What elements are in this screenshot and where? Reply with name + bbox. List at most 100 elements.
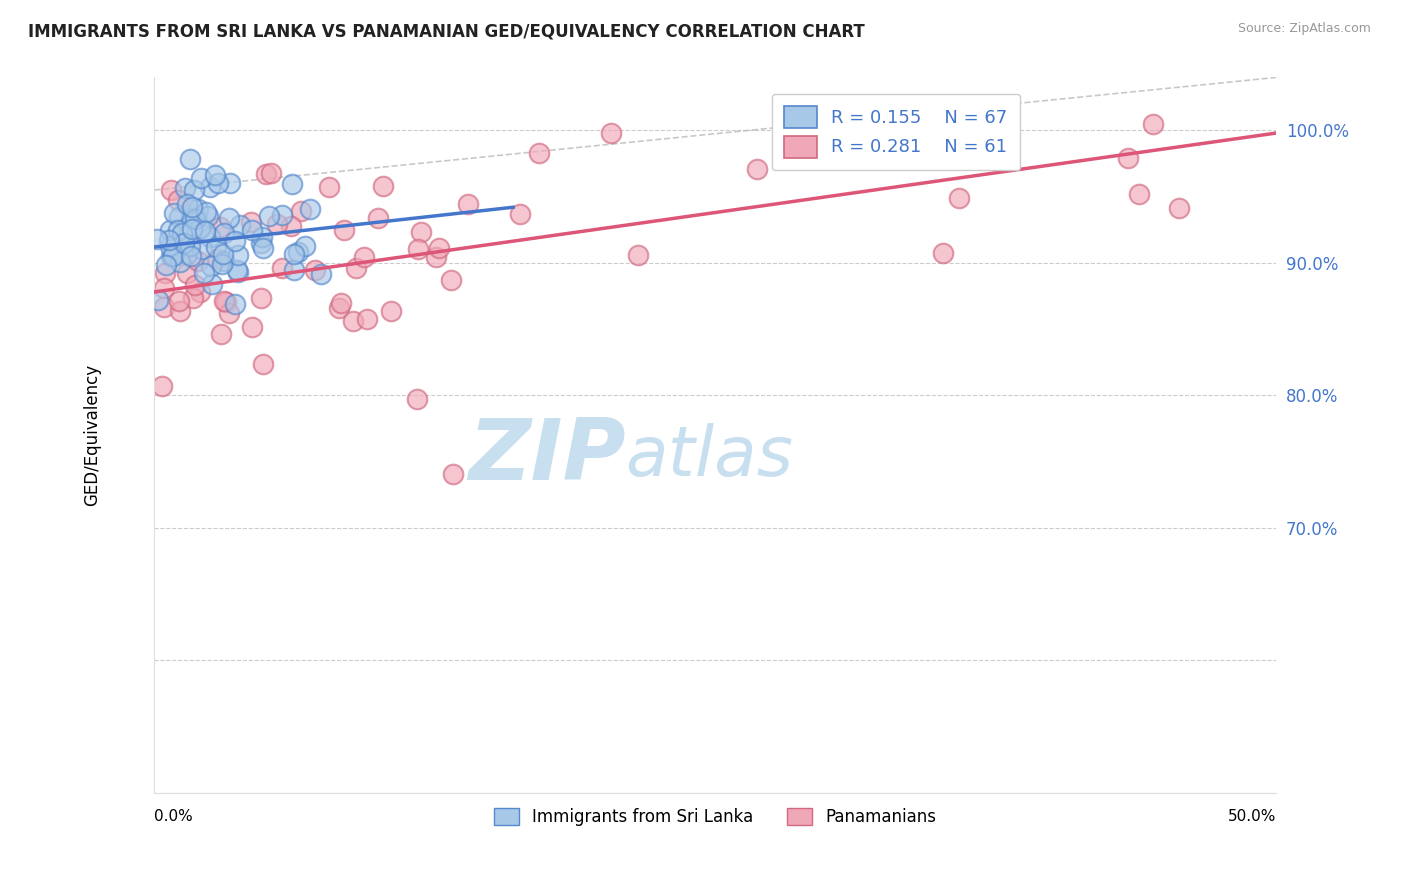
Point bbox=[167, 293, 190, 308]
Point bbox=[406, 242, 429, 256]
Point bbox=[176, 266, 198, 280]
Point bbox=[1168, 201, 1191, 215]
Point bbox=[425, 251, 447, 265]
Point bbox=[146, 293, 169, 307]
Point bbox=[173, 181, 195, 195]
Point bbox=[283, 247, 305, 261]
Point bbox=[201, 277, 224, 292]
Text: 50.0%: 50.0% bbox=[1227, 808, 1277, 823]
Point bbox=[353, 250, 375, 264]
Point bbox=[181, 291, 204, 305]
Point bbox=[173, 235, 195, 250]
Point bbox=[1142, 117, 1164, 131]
Point bbox=[219, 176, 242, 190]
Point bbox=[240, 320, 263, 334]
Point bbox=[181, 200, 204, 214]
Point bbox=[529, 145, 551, 160]
Point bbox=[180, 211, 202, 225]
Point bbox=[260, 166, 283, 180]
Point bbox=[294, 239, 316, 253]
Point bbox=[187, 254, 209, 268]
Point bbox=[183, 183, 205, 197]
Point bbox=[271, 208, 294, 222]
Point bbox=[152, 301, 174, 315]
Point bbox=[179, 153, 201, 167]
Point bbox=[159, 183, 181, 197]
Point bbox=[309, 267, 332, 281]
Point bbox=[159, 238, 181, 252]
Point bbox=[342, 314, 364, 328]
Point bbox=[176, 247, 198, 261]
Point bbox=[252, 357, 274, 371]
Point bbox=[318, 179, 340, 194]
Point bbox=[371, 179, 394, 194]
Text: 0.0%: 0.0% bbox=[155, 808, 193, 823]
Point bbox=[224, 297, 246, 311]
Point bbox=[250, 230, 273, 244]
Point bbox=[200, 229, 222, 244]
Point bbox=[304, 263, 326, 277]
Point bbox=[333, 222, 356, 236]
Point bbox=[150, 379, 173, 393]
Point bbox=[157, 234, 180, 248]
Point bbox=[280, 219, 302, 233]
Point bbox=[146, 232, 169, 246]
Point bbox=[167, 194, 190, 208]
Point bbox=[209, 327, 232, 342]
Point bbox=[155, 258, 177, 272]
Point bbox=[406, 392, 429, 406]
Point bbox=[1118, 151, 1140, 165]
Point bbox=[627, 248, 650, 262]
Point bbox=[162, 248, 184, 262]
Point bbox=[181, 222, 204, 236]
Point bbox=[208, 219, 231, 234]
Point bbox=[329, 295, 352, 310]
Point bbox=[250, 291, 273, 305]
Point bbox=[218, 211, 240, 225]
Point bbox=[254, 167, 277, 181]
Point bbox=[211, 256, 233, 270]
Point bbox=[225, 263, 247, 277]
Point bbox=[252, 241, 274, 255]
Text: ZIP: ZIP bbox=[468, 415, 626, 498]
Point bbox=[172, 226, 194, 240]
Point bbox=[240, 215, 263, 229]
Point bbox=[441, 467, 464, 481]
Point bbox=[599, 126, 621, 140]
Point bbox=[509, 207, 531, 221]
Point bbox=[204, 169, 226, 183]
Point bbox=[152, 281, 174, 295]
Point bbox=[283, 263, 305, 277]
Point bbox=[281, 177, 304, 191]
Point bbox=[257, 209, 280, 223]
Point bbox=[200, 259, 222, 273]
Point bbox=[211, 247, 233, 261]
Point bbox=[169, 254, 191, 268]
Point bbox=[212, 226, 235, 240]
Point bbox=[457, 197, 479, 211]
Point bbox=[153, 266, 176, 280]
Point bbox=[271, 261, 294, 276]
Point bbox=[179, 239, 201, 253]
Point bbox=[180, 249, 202, 263]
Point bbox=[367, 211, 389, 225]
Point bbox=[214, 293, 236, 308]
Point bbox=[191, 242, 214, 256]
Point bbox=[193, 266, 215, 280]
Point bbox=[1128, 187, 1150, 202]
Point bbox=[440, 272, 463, 286]
Point bbox=[162, 249, 184, 263]
Text: IMMIGRANTS FROM SRI LANKA VS PANAMANIAN GED/EQUIVALENCY CORRELATION CHART: IMMIGRANTS FROM SRI LANKA VS PANAMANIAN … bbox=[28, 22, 865, 40]
Point bbox=[188, 285, 211, 299]
Point bbox=[344, 260, 367, 275]
Text: atlas: atlas bbox=[626, 423, 793, 490]
Text: Source: ZipAtlas.com: Source: ZipAtlas.com bbox=[1237, 22, 1371, 36]
Point bbox=[224, 234, 246, 248]
Point bbox=[226, 265, 249, 279]
Point bbox=[299, 202, 322, 217]
Point bbox=[197, 209, 219, 223]
Point bbox=[240, 223, 263, 237]
Point bbox=[207, 252, 229, 266]
Point bbox=[266, 217, 288, 231]
Point bbox=[356, 311, 378, 326]
